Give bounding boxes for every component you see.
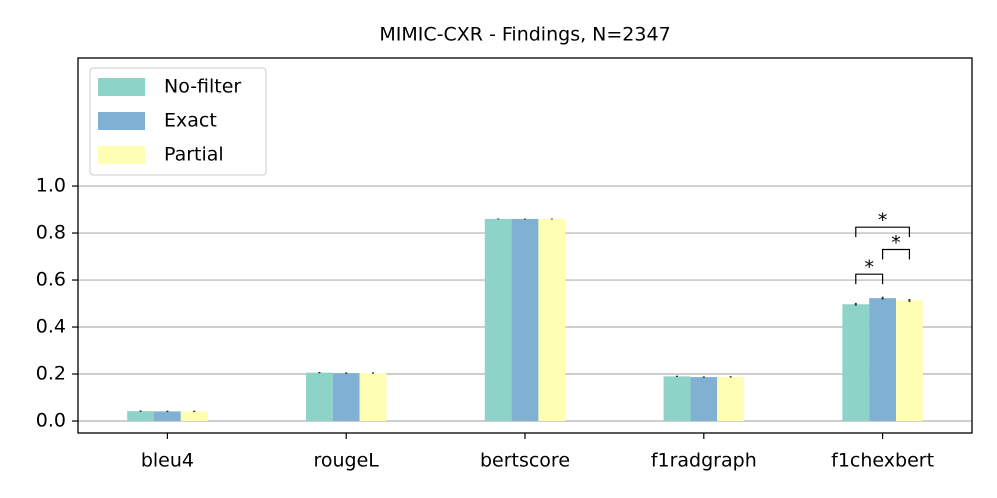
- legend-swatch: [98, 78, 145, 96]
- y-tick-label: 0.0: [36, 410, 66, 432]
- bar: [332, 373, 360, 422]
- bar: [484, 218, 512, 422]
- bar: [842, 304, 870, 422]
- legend: No-filter Exact Partial: [89, 67, 267, 176]
- bar: [717, 376, 745, 422]
- x-tick-label: rougeL: [313, 450, 379, 472]
- significance-label: *: [878, 210, 888, 232]
- bar: [180, 411, 208, 422]
- x-tick-label: f1radgraph: [651, 450, 757, 472]
- legend-label: No-filter: [164, 76, 241, 98]
- legend-swatch: [98, 112, 145, 130]
- axes-frame: [77, 57, 973, 434]
- legend-swatch: [98, 146, 145, 164]
- y-tick-label: 0.2: [36, 363, 66, 385]
- x-tick-label: f1chexbert: [831, 450, 934, 472]
- x-tick-label: bleu4: [141, 450, 194, 472]
- y-tick-label: 1.0: [36, 175, 66, 197]
- significance-bracket: [855, 226, 911, 238]
- bar: [359, 373, 387, 422]
- bar: [869, 298, 897, 422]
- legend-label: Exact: [164, 110, 217, 132]
- significance-bracket: [855, 273, 884, 285]
- bar: [538, 218, 566, 422]
- x-tick-label: bertscore: [480, 450, 570, 472]
- bar: [305, 372, 333, 422]
- bar: [663, 376, 691, 422]
- bar: [690, 377, 718, 422]
- bar: [896, 300, 923, 422]
- significance-label: *: [891, 232, 901, 254]
- significance-label: *: [864, 257, 874, 279]
- bar: [127, 411, 154, 422]
- significance-bracket: [882, 248, 911, 260]
- bar: [511, 218, 539, 422]
- y-tick-label: 0.8: [36, 222, 66, 244]
- y-tick-label: 0.6: [36, 269, 66, 291]
- y-tick-label: 0.4: [36, 316, 66, 338]
- bar: [153, 411, 181, 422]
- chart-title: MIMIC-CXR - Findings, N=2347: [379, 24, 670, 46]
- legend-label: Partial: [164, 144, 224, 166]
